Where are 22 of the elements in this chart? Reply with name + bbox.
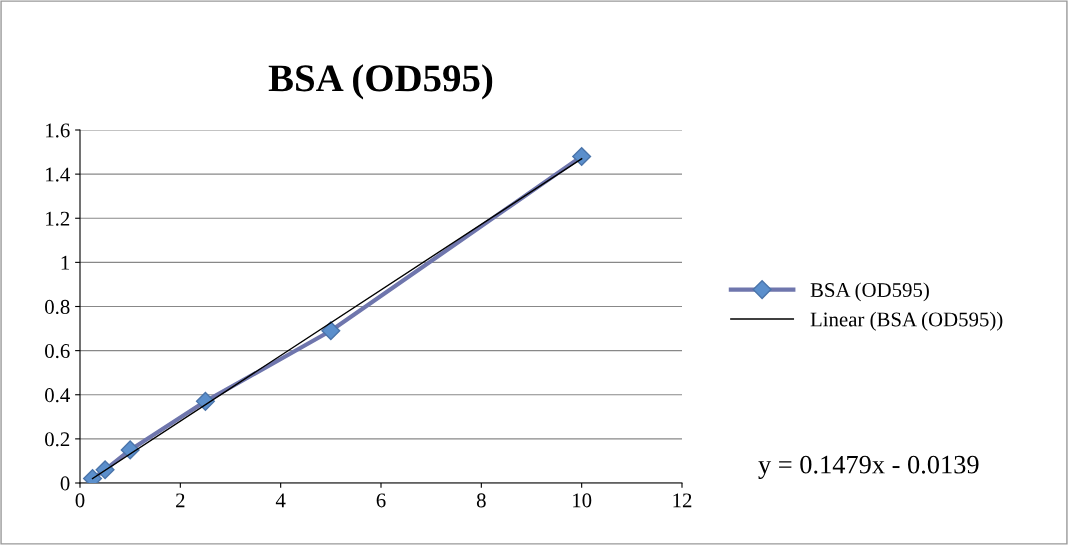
y-tick-label: 1.4 (46, 167, 70, 182)
y-tick-label: 0.8 (45, 299, 70, 315)
y-tick-label: 0.6 (45, 344, 70, 359)
y-tick-label: 1.2 (46, 211, 70, 226)
y-tick-label: 1.6 (46, 123, 70, 138)
x-tick-label: 2 (176, 493, 185, 508)
x-tick-label: 0 (75, 493, 85, 508)
x-tick-label: 6 (376, 493, 386, 508)
y-tick-label: 0.2 (45, 432, 70, 447)
y-tick-label: 0.4 (45, 388, 70, 403)
point (321, 321, 341, 341)
text: y = 0.1479x - 0.0139 (758, 455, 979, 479)
x-tick-label: 12 (673, 493, 692, 508)
y-tick-label: 1 (61, 255, 70, 270)
y-tick-label: 0 (60, 476, 70, 491)
x-tick-label: 8 (476, 493, 486, 508)
point (572, 146, 592, 167)
chart-title: BSA (OD595) (268, 64, 493, 100)
legend-label: Linear (BSA (OD595)) (810, 311, 1003, 331)
x-tick-label: 4 (275, 493, 286, 508)
legend-label: BSA (OD595) (810, 282, 929, 302)
x-tick-label: 10 (573, 493, 592, 508)
